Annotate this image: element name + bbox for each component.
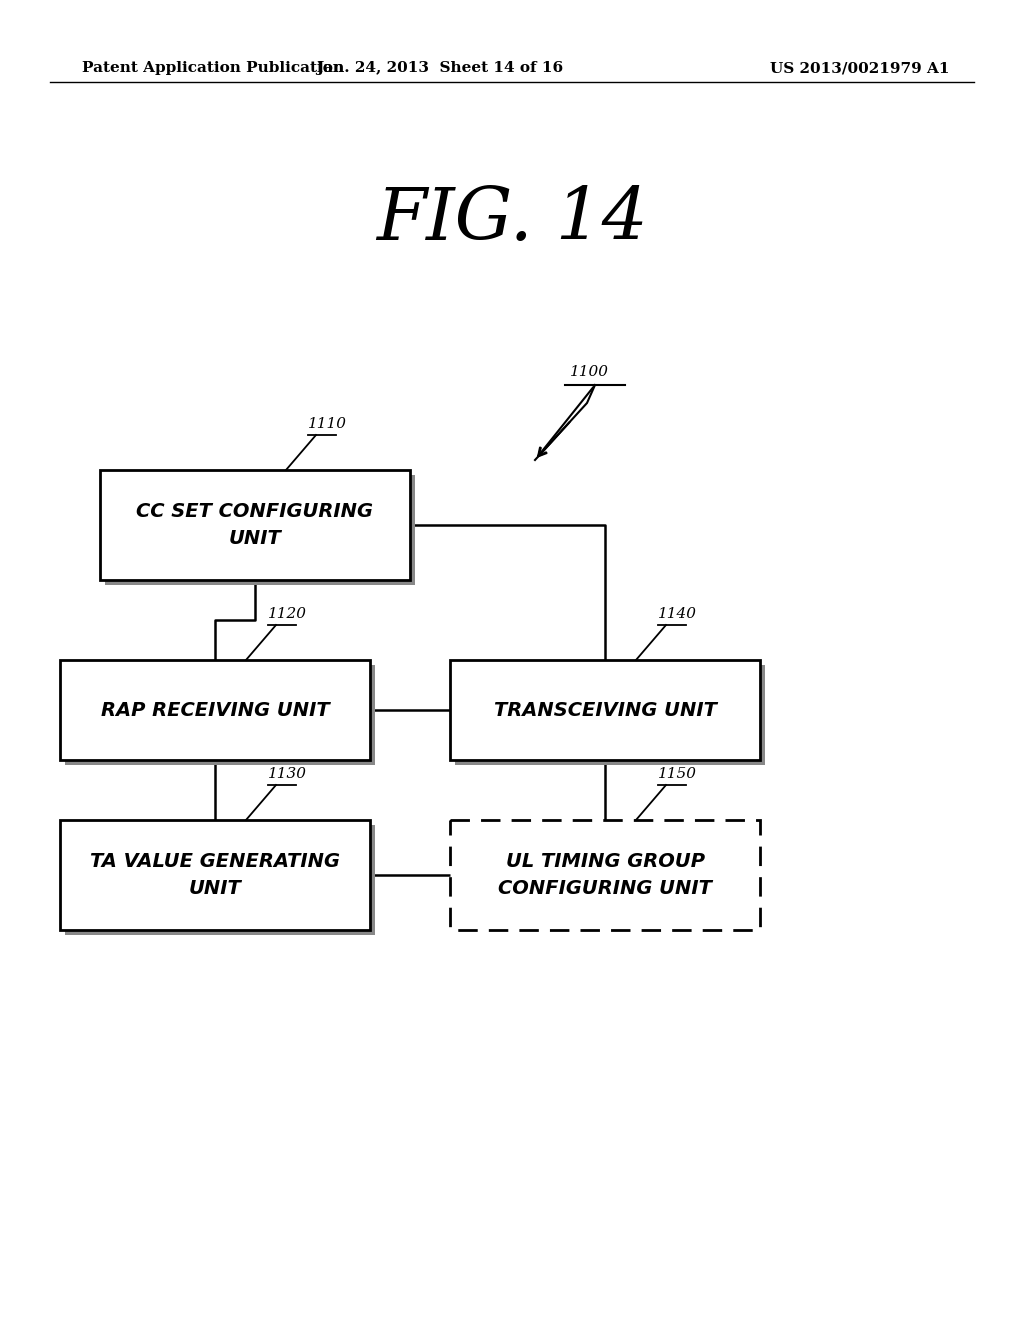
Text: 1130: 1130 [268,767,307,781]
Text: 1100: 1100 [570,366,609,379]
Bar [65,665,375,766]
Text: UL TIMING GROUP
CONFIGURING UNIT: UL TIMING GROUP CONFIGURING UNIT [498,853,712,898]
Bar [450,820,760,931]
Text: Jan. 24, 2013  Sheet 14 of 16: Jan. 24, 2013 Sheet 14 of 16 [316,61,563,75]
Text: RAP RECEIVING UNIT: RAP RECEIVING UNIT [100,701,330,719]
Text: 1110: 1110 [308,417,347,432]
Text: US 2013/0021979 A1: US 2013/0021979 A1 [770,61,950,75]
Bar [105,475,415,585]
Bar [100,470,410,579]
Bar [450,660,760,760]
Text: CC SET CONFIGURING
UNIT: CC SET CONFIGURING UNIT [136,502,374,548]
Bar [60,660,370,760]
Bar [65,825,375,935]
Text: TA VALUE GENERATING
UNIT: TA VALUE GENERATING UNIT [90,853,340,898]
Bar [455,665,765,766]
Text: 1150: 1150 [658,767,697,781]
Text: 1120: 1120 [268,607,307,620]
Text: FIG. 14: FIG. 14 [376,185,648,255]
Bar [60,820,370,931]
Text: Patent Application Publication: Patent Application Publication [82,61,344,75]
Text: TRANSCEIVING UNIT: TRANSCEIVING UNIT [494,701,717,719]
Text: 1140: 1140 [658,607,697,620]
